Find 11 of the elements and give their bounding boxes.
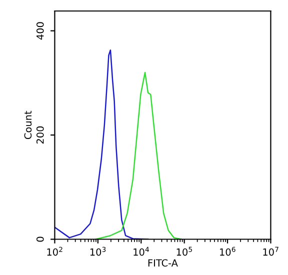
x-tick-label: 10$^{4}$ (134, 246, 149, 256)
x-tick-label: 10$^{3}$ (90, 246, 106, 256)
x-tick-label: 10$^{7}$ (263, 246, 278, 256)
x-tick-label: 10$^{2}$ (47, 246, 62, 256)
x-tick-label: 10$^{6}$ (220, 246, 236, 256)
x-axis-title: FITC-A (148, 259, 178, 267)
y-axis-title: Count (24, 110, 32, 140)
y-tick-label: 0 (36, 236, 44, 242)
y-tick-label: 200 (36, 126, 44, 144)
x-tick-label: 10$^{5}$ (176, 246, 192, 256)
y-tick-label: 400 (36, 22, 44, 40)
